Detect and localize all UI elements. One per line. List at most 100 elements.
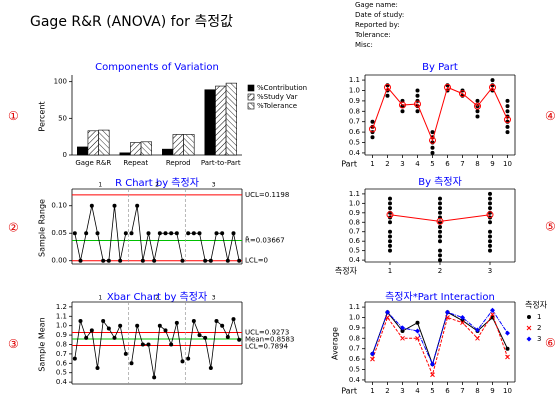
marker [140,258,145,263]
marker [460,314,465,320]
bar [204,89,216,156]
marker [163,328,168,333]
marker [84,231,89,236]
marker [112,335,117,340]
chart-title: By Part [422,62,458,73]
marker [203,335,208,340]
legend-label: %Contribution [257,84,307,92]
report-title: Gage R&R (ANOVA) for 측정값 [30,14,233,30]
x-tick-label: 4 [415,387,420,395]
data-point [370,135,375,140]
data-point [430,130,435,135]
y-tick-label: 1.0 [56,322,67,330]
marker [72,356,77,361]
mean-marker [436,217,444,225]
data-point [488,191,492,196]
marker [123,231,128,236]
marker [106,326,111,331]
marker [101,318,106,323]
y-tick-label: 0.7 [349,345,360,353]
marker [237,258,242,263]
marker [72,231,77,236]
mean-marker [386,211,394,219]
marker [430,361,435,367]
annotation: ④ [545,109,556,123]
mean-line [372,86,508,142]
y-tick-label: 0.9 [349,324,360,332]
y-tick-label: 0.5 [349,247,360,255]
data-point [488,201,492,206]
marker [135,323,140,328]
bar [215,85,227,156]
x-tick-label: 7 [460,160,464,168]
x-tick-label: 10 [503,387,512,395]
marker [220,323,225,328]
legend-swatch [247,84,255,92]
bar [172,134,184,156]
data-point [488,206,492,211]
marker [225,258,230,263]
x-tick-label: 3 [488,267,492,275]
group-label: 2 [155,182,159,189]
series-line [372,309,508,366]
data-point [388,243,392,248]
marker [197,231,202,236]
marker [140,342,145,347]
data-point [388,206,392,211]
data-point [438,253,442,258]
mean-marker [444,83,451,91]
marker [169,231,174,236]
marker [203,258,208,263]
header-field: Date of study: [355,11,404,19]
x-tick-label: 1 [388,267,392,275]
data-point [488,234,492,239]
y-tick-label: 0.9 [349,97,360,105]
marker [490,312,495,317]
x-tick-label: 2 [438,267,442,275]
annotation: ① [8,109,19,123]
bar [98,129,110,156]
group-label: 1 [98,295,102,302]
reference-label: Mean=0.8583 [245,336,294,344]
marker [135,203,140,208]
series-line [74,205,127,262]
mean-line [389,214,491,222]
y-tick-label: 0.00 [51,257,67,265]
marker [415,335,420,341]
marker [237,337,242,342]
data-point [388,234,392,239]
marker [475,327,480,333]
y-tick-label: 1.1 [349,190,360,198]
marker [118,258,123,263]
y-tick-label: 0.8 [349,334,360,342]
chart-title: Components of Variation [95,62,219,73]
mean-marker [474,102,481,110]
marker [527,315,531,319]
data-point [505,104,510,109]
y-tick-label: 0.6 [56,359,68,367]
y-tick-label: 0.7 [349,228,360,236]
series-line [372,311,508,366]
data-point [388,248,392,253]
x-tick-label: 5 [430,160,434,168]
data-point [385,93,390,98]
x-tick-label: Reprod [166,159,191,167]
bar [130,142,142,156]
data-point [388,220,392,225]
data-point [475,98,480,103]
marker [89,328,94,333]
mean-marker [369,125,376,133]
bar [77,146,89,156]
data-point [505,124,510,129]
y-tick-label: 1.1 [349,76,360,84]
legend-swatch [247,102,255,110]
group-label: 1 [98,182,102,189]
mean-marker [429,136,436,144]
x-tick-label: 8 [475,387,479,395]
marker [118,323,123,328]
marker [89,203,94,208]
group-label: 2 [155,295,159,302]
reference-label: UCL=0.1198 [245,191,289,199]
marker [95,366,100,371]
